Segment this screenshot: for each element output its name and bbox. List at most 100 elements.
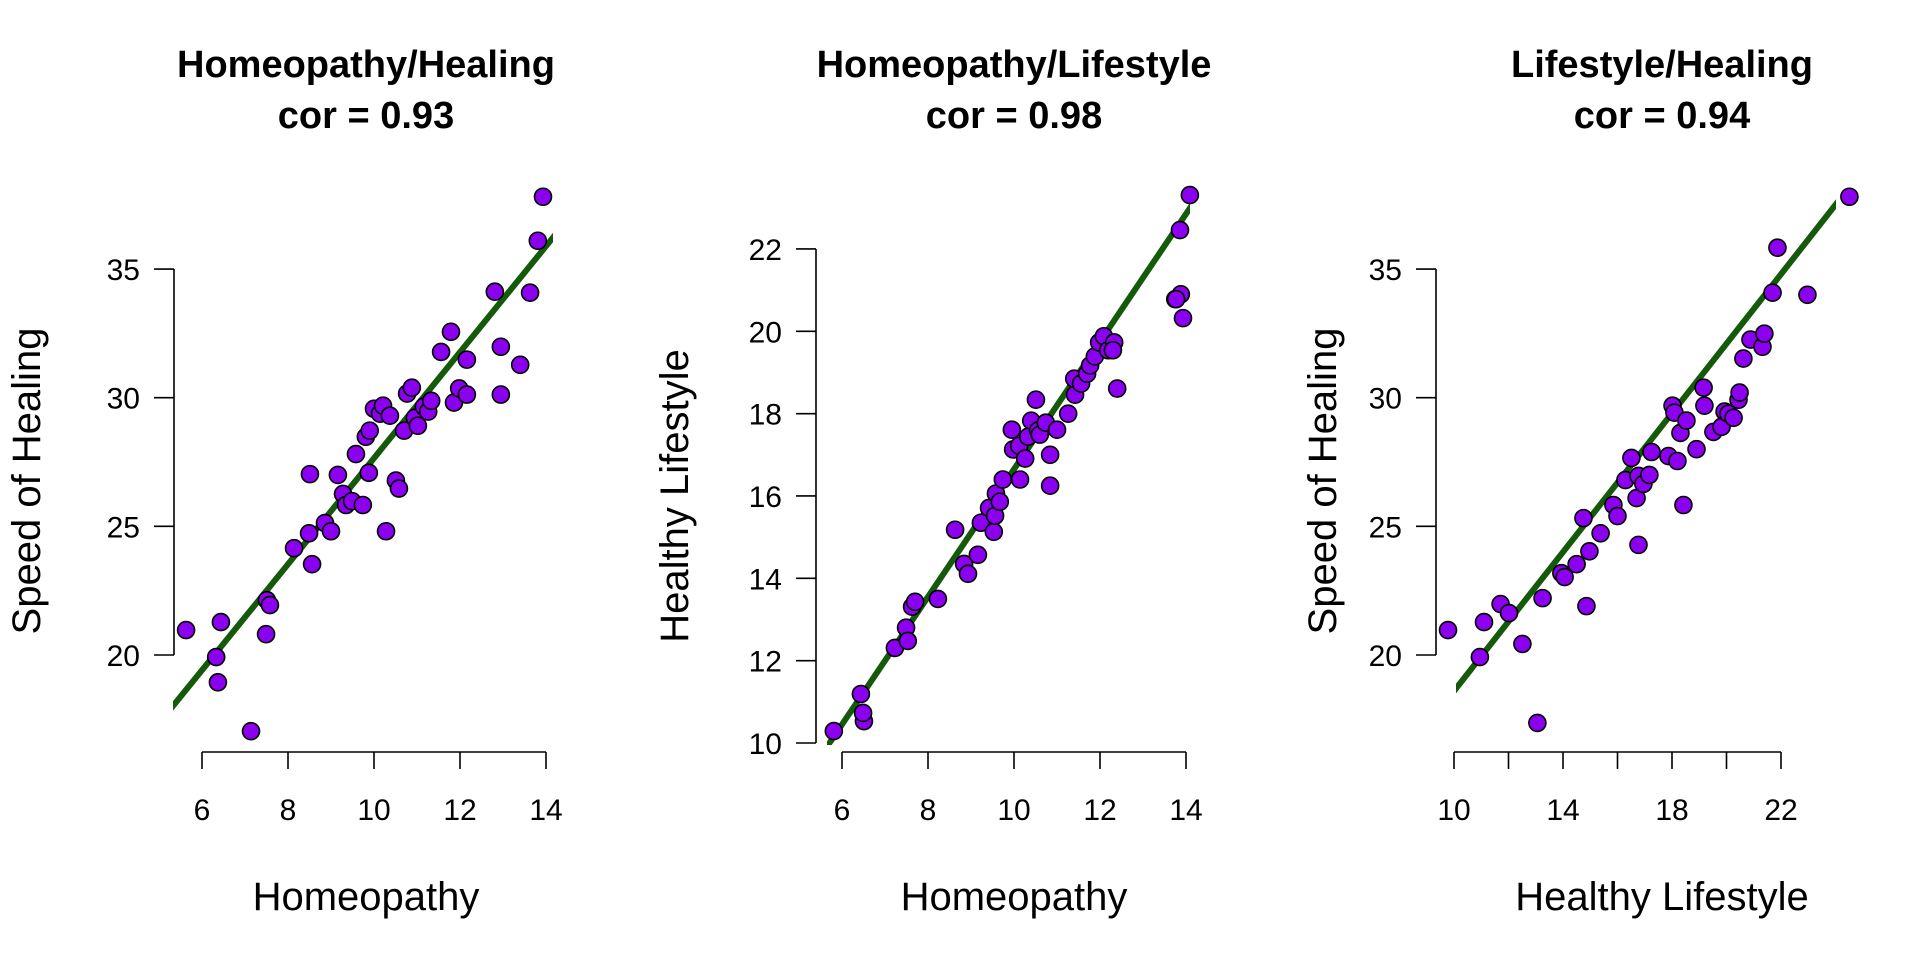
data-point xyxy=(211,612,231,632)
data-point xyxy=(284,538,304,558)
data-point xyxy=(1513,634,1532,654)
data-point xyxy=(491,337,511,357)
data-point xyxy=(1438,620,1458,640)
data-point xyxy=(457,350,477,369)
data-point xyxy=(968,545,988,565)
data-point xyxy=(457,385,477,404)
data-point xyxy=(421,391,441,411)
panel-title: Homeopathy/Lifestyle xyxy=(817,44,1212,86)
x-axis: 6 8 10 12 14 xyxy=(834,751,1203,827)
data-point xyxy=(958,564,978,584)
y-tick-label: 10 xyxy=(749,728,782,761)
data-point xyxy=(1173,308,1193,328)
data-point xyxy=(402,378,422,397)
data-point xyxy=(928,589,948,609)
data-point xyxy=(533,187,553,207)
x-tick-label: 14 xyxy=(1169,794,1202,827)
data-point xyxy=(1040,476,1060,495)
data-point xyxy=(1695,396,1714,415)
x-axis: 10 14 18 22 xyxy=(1437,751,1798,827)
data-point xyxy=(1577,596,1596,616)
data-point xyxy=(520,283,540,303)
data-point xyxy=(1555,567,1574,587)
y-tick-label: 20 xyxy=(1369,640,1402,673)
data-point xyxy=(328,465,348,485)
data-point xyxy=(898,631,918,651)
points-group xyxy=(1438,187,1859,733)
data-point xyxy=(241,721,261,741)
data-point xyxy=(353,495,373,515)
panel-homeopathy-healing: Homeopathy/Healing cor = 0.93 Homeopathy… xyxy=(5,44,563,919)
data-point xyxy=(1015,449,1035,468)
data-point xyxy=(431,342,451,362)
data-point xyxy=(510,355,530,375)
x-tick-label: 6 xyxy=(194,794,211,827)
panel-homeopathy-lifestyle: Homeopathy/Lifestyle cor = 0.98 Homeopat… xyxy=(653,44,1212,919)
data-point xyxy=(905,592,925,612)
y-tick-label: 35 xyxy=(107,254,140,287)
data-point xyxy=(1107,379,1127,398)
data-point xyxy=(485,282,505,301)
y-tick-label: 16 xyxy=(749,481,782,514)
y-tick-label: 22 xyxy=(749,234,782,267)
data-point xyxy=(360,421,380,440)
data-point xyxy=(1622,448,1641,468)
x-tick-label: 10 xyxy=(1437,794,1470,827)
points-group xyxy=(176,187,553,741)
x-tick-label: 10 xyxy=(997,794,1030,827)
y-tick-label: 25 xyxy=(107,511,140,544)
data-point xyxy=(1694,378,1713,397)
panel-subtitle: cor = 0.98 xyxy=(926,95,1102,137)
y-tick-label: 30 xyxy=(107,383,140,416)
data-point xyxy=(1010,470,1030,489)
panel-title: Homeopathy/Healing xyxy=(177,44,555,86)
data-point xyxy=(389,479,409,498)
y-tick-label: 30 xyxy=(1369,383,1402,416)
y-axis-title: Speed of Healing xyxy=(5,328,49,635)
data-point xyxy=(1533,588,1552,608)
data-point xyxy=(1170,220,1190,240)
data-point xyxy=(176,620,196,640)
data-point xyxy=(1840,187,1859,207)
data-point xyxy=(1755,324,1774,343)
x-tick-label: 12 xyxy=(1083,794,1116,827)
data-point xyxy=(1058,404,1078,423)
data-point xyxy=(491,385,511,404)
data-point xyxy=(853,703,873,723)
x-tick-label: 14 xyxy=(1546,794,1579,827)
data-point xyxy=(1734,349,1753,368)
y-axis-title: Healthy Lifestyle xyxy=(653,349,697,642)
data-point xyxy=(441,322,461,342)
data-point xyxy=(1642,442,1661,462)
data-point xyxy=(1730,383,1749,402)
data-point xyxy=(1668,451,1687,471)
data-point xyxy=(1470,647,1490,667)
data-point xyxy=(1528,713,1547,733)
data-point xyxy=(1763,283,1782,303)
data-point xyxy=(1166,289,1186,309)
data-point xyxy=(1677,411,1696,430)
panel-title: Lifestyle/Healing xyxy=(1511,44,1813,86)
data-point xyxy=(1103,340,1123,360)
data-point xyxy=(1047,420,1067,439)
y-tick-label: 18 xyxy=(749,399,782,432)
data-point xyxy=(408,416,428,436)
data-point xyxy=(945,520,965,540)
data-point xyxy=(1474,612,1494,632)
data-point xyxy=(206,647,226,667)
data-point xyxy=(1026,390,1046,409)
data-point xyxy=(208,672,228,692)
data-point xyxy=(984,522,1004,542)
data-point xyxy=(321,521,341,541)
panel-subtitle: cor = 0.94 xyxy=(1574,95,1750,137)
data-point xyxy=(1768,238,1787,257)
data-point xyxy=(1574,508,1593,528)
x-tick-label: 14 xyxy=(529,794,562,827)
data-point xyxy=(1608,506,1627,526)
y-tick-label: 25 xyxy=(1369,511,1402,544)
y-axis: 20 25 30 35 xyxy=(107,254,175,673)
x-tick-label: 12 xyxy=(443,794,476,827)
data-point xyxy=(260,595,280,615)
data-point xyxy=(1674,495,1693,515)
